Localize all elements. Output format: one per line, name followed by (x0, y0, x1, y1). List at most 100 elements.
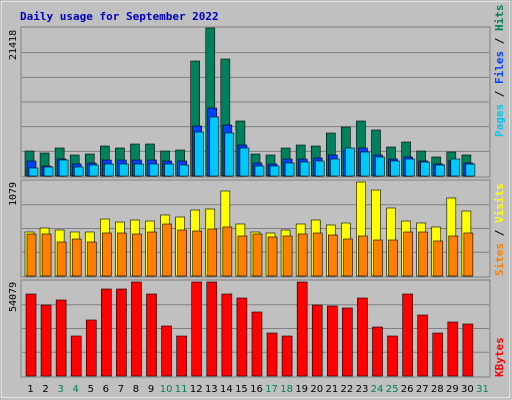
bar-pages-day-9 (149, 163, 159, 177)
bar-sites-day-2 (41, 233, 52, 277)
day-label-9: 9 (148, 384, 154, 395)
bar-sites-day-22 (343, 238, 353, 277)
bar-kbytes-day-19 (296, 281, 308, 377)
bar-pages-day-13 (209, 116, 220, 177)
bar-sites-day-6 (102, 232, 112, 277)
day-label-27: 27 (416, 384, 429, 395)
bar-pages-day-28 (435, 164, 446, 177)
visits-max-label: 1079 (8, 182, 19, 206)
bar-pages-day-14 (224, 132, 235, 177)
bar-kbytes-day-7 (116, 288, 127, 377)
legend-sites: Sites (493, 243, 506, 276)
bar-sites-day-11 (177, 229, 187, 277)
bar-pages-day-25 (390, 160, 400, 177)
bar-sites-day-25 (388, 239, 398, 277)
bar-pages-day-2 (43, 166, 54, 177)
day-label-13: 13 (205, 384, 218, 395)
bar-kbytes-day-14 (221, 293, 233, 377)
day-label-6: 6 (103, 384, 109, 395)
legend-kbytes: KBytes (493, 337, 506, 377)
bar-sites-day-29 (448, 235, 459, 277)
day-label-23: 23 (356, 384, 369, 395)
bar-kbytes-day-21 (326, 305, 338, 377)
day-label-12: 12 (190, 384, 203, 395)
bar-pages-day-4 (73, 166, 84, 177)
day-label-7: 7 (118, 384, 124, 395)
bar-pages-day-19 (299, 161, 310, 177)
bar-sites-day-27 (418, 231, 428, 277)
day-label-29: 29 (446, 384, 459, 395)
day-label-22: 22 (341, 384, 354, 395)
bar-kbytes-day-12 (191, 281, 203, 377)
day-label-28: 28 (431, 384, 444, 395)
bar-kbytes-day-25 (387, 335, 398, 377)
bar-pages-day-5 (88, 164, 99, 177)
bar-sites-day-15 (237, 235, 248, 277)
bar-pages-day-27 (420, 161, 430, 177)
legend-sep-2: / (493, 31, 506, 51)
bar-sites-day-24 (373, 239, 383, 277)
bar-kbytes-day-28 (432, 332, 444, 377)
bar-pages-day-8 (134, 163, 144, 177)
day-label-17: 17 (265, 384, 278, 395)
day-label-26: 26 (401, 384, 414, 395)
hits-legend: Pages / Files / Hits (493, 5, 506, 138)
bar-kbytes-day-2 (40, 304, 52, 377)
hits-max-label: 21418 (8, 30, 19, 60)
bar-kbytes-day-5 (85, 319, 97, 377)
day-label-20: 20 (310, 384, 323, 395)
bar-sites-day-13 (207, 228, 218, 277)
bar-sites-day-28 (433, 240, 444, 277)
bar-pages-day-10 (164, 163, 174, 177)
bar-kbytes-day-8 (131, 281, 142, 377)
bar-kbytes-day-20 (311, 304, 323, 377)
bar-kbytes-day-27 (417, 314, 428, 377)
bar-sites-day-16 (252, 233, 263, 277)
bar-kbytes-day-22 (342, 307, 353, 377)
bar-pages-day-30 (465, 163, 476, 177)
bar-kbytes-day-10 (161, 325, 172, 377)
bar-pages-day-11 (179, 164, 189, 177)
day-label-24: 24 (371, 384, 384, 395)
day-label-5: 5 (88, 384, 94, 395)
bar-kbytes-day-18 (281, 335, 293, 377)
bar-kbytes-day-15 (236, 297, 248, 377)
bar-pages-day-3 (58, 159, 69, 177)
bar-sites-day-21 (327, 234, 338, 277)
day-label-10: 10 (160, 384, 173, 395)
legend-sep-1: / (493, 84, 506, 104)
bar-sites-day-3 (56, 241, 67, 277)
bar-kbytes-day-6 (101, 288, 112, 377)
day-label-15: 15 (235, 384, 248, 395)
bar-sites-day-30 (463, 232, 474, 277)
day-label-21: 21 (325, 384, 338, 395)
day-label-11: 11 (175, 384, 188, 395)
bar-pages-day-20 (314, 160, 325, 177)
day-label-30: 30 (461, 384, 474, 395)
day-label-16: 16 (250, 384, 263, 395)
day-label-14: 14 (220, 384, 233, 395)
bar-sites-day-26 (403, 231, 413, 277)
bar-kbytes-day-9 (146, 293, 157, 377)
bar-pages-day-29 (450, 158, 461, 177)
day-label-25: 25 (386, 384, 399, 395)
day-label-8: 8 (133, 384, 139, 395)
bar-sites-day-4 (71, 238, 82, 277)
bar-pages-day-18 (284, 162, 295, 177)
bar-pages-day-12 (194, 131, 205, 177)
day-label-18: 18 (280, 384, 293, 395)
legend-hits: Hits (493, 5, 506, 32)
visits-legend: Sites / Visits (493, 183, 506, 276)
day-label-31: 31 (476, 384, 489, 395)
legend-visits: Visits (493, 183, 506, 223)
bar-sites-day-5 (86, 241, 97, 277)
legend-pages: Pages (493, 104, 506, 137)
bar-sites-day-8 (132, 233, 142, 277)
bar-kbytes-day-26 (402, 293, 413, 377)
bar-pages-day-26 (405, 158, 415, 177)
bar-pages-day-23 (360, 151, 370, 177)
chart-title: Daily usage for September 2022 (20, 10, 219, 23)
bar-sites-day-1 (26, 233, 37, 277)
legend-files: Files (493, 51, 506, 84)
